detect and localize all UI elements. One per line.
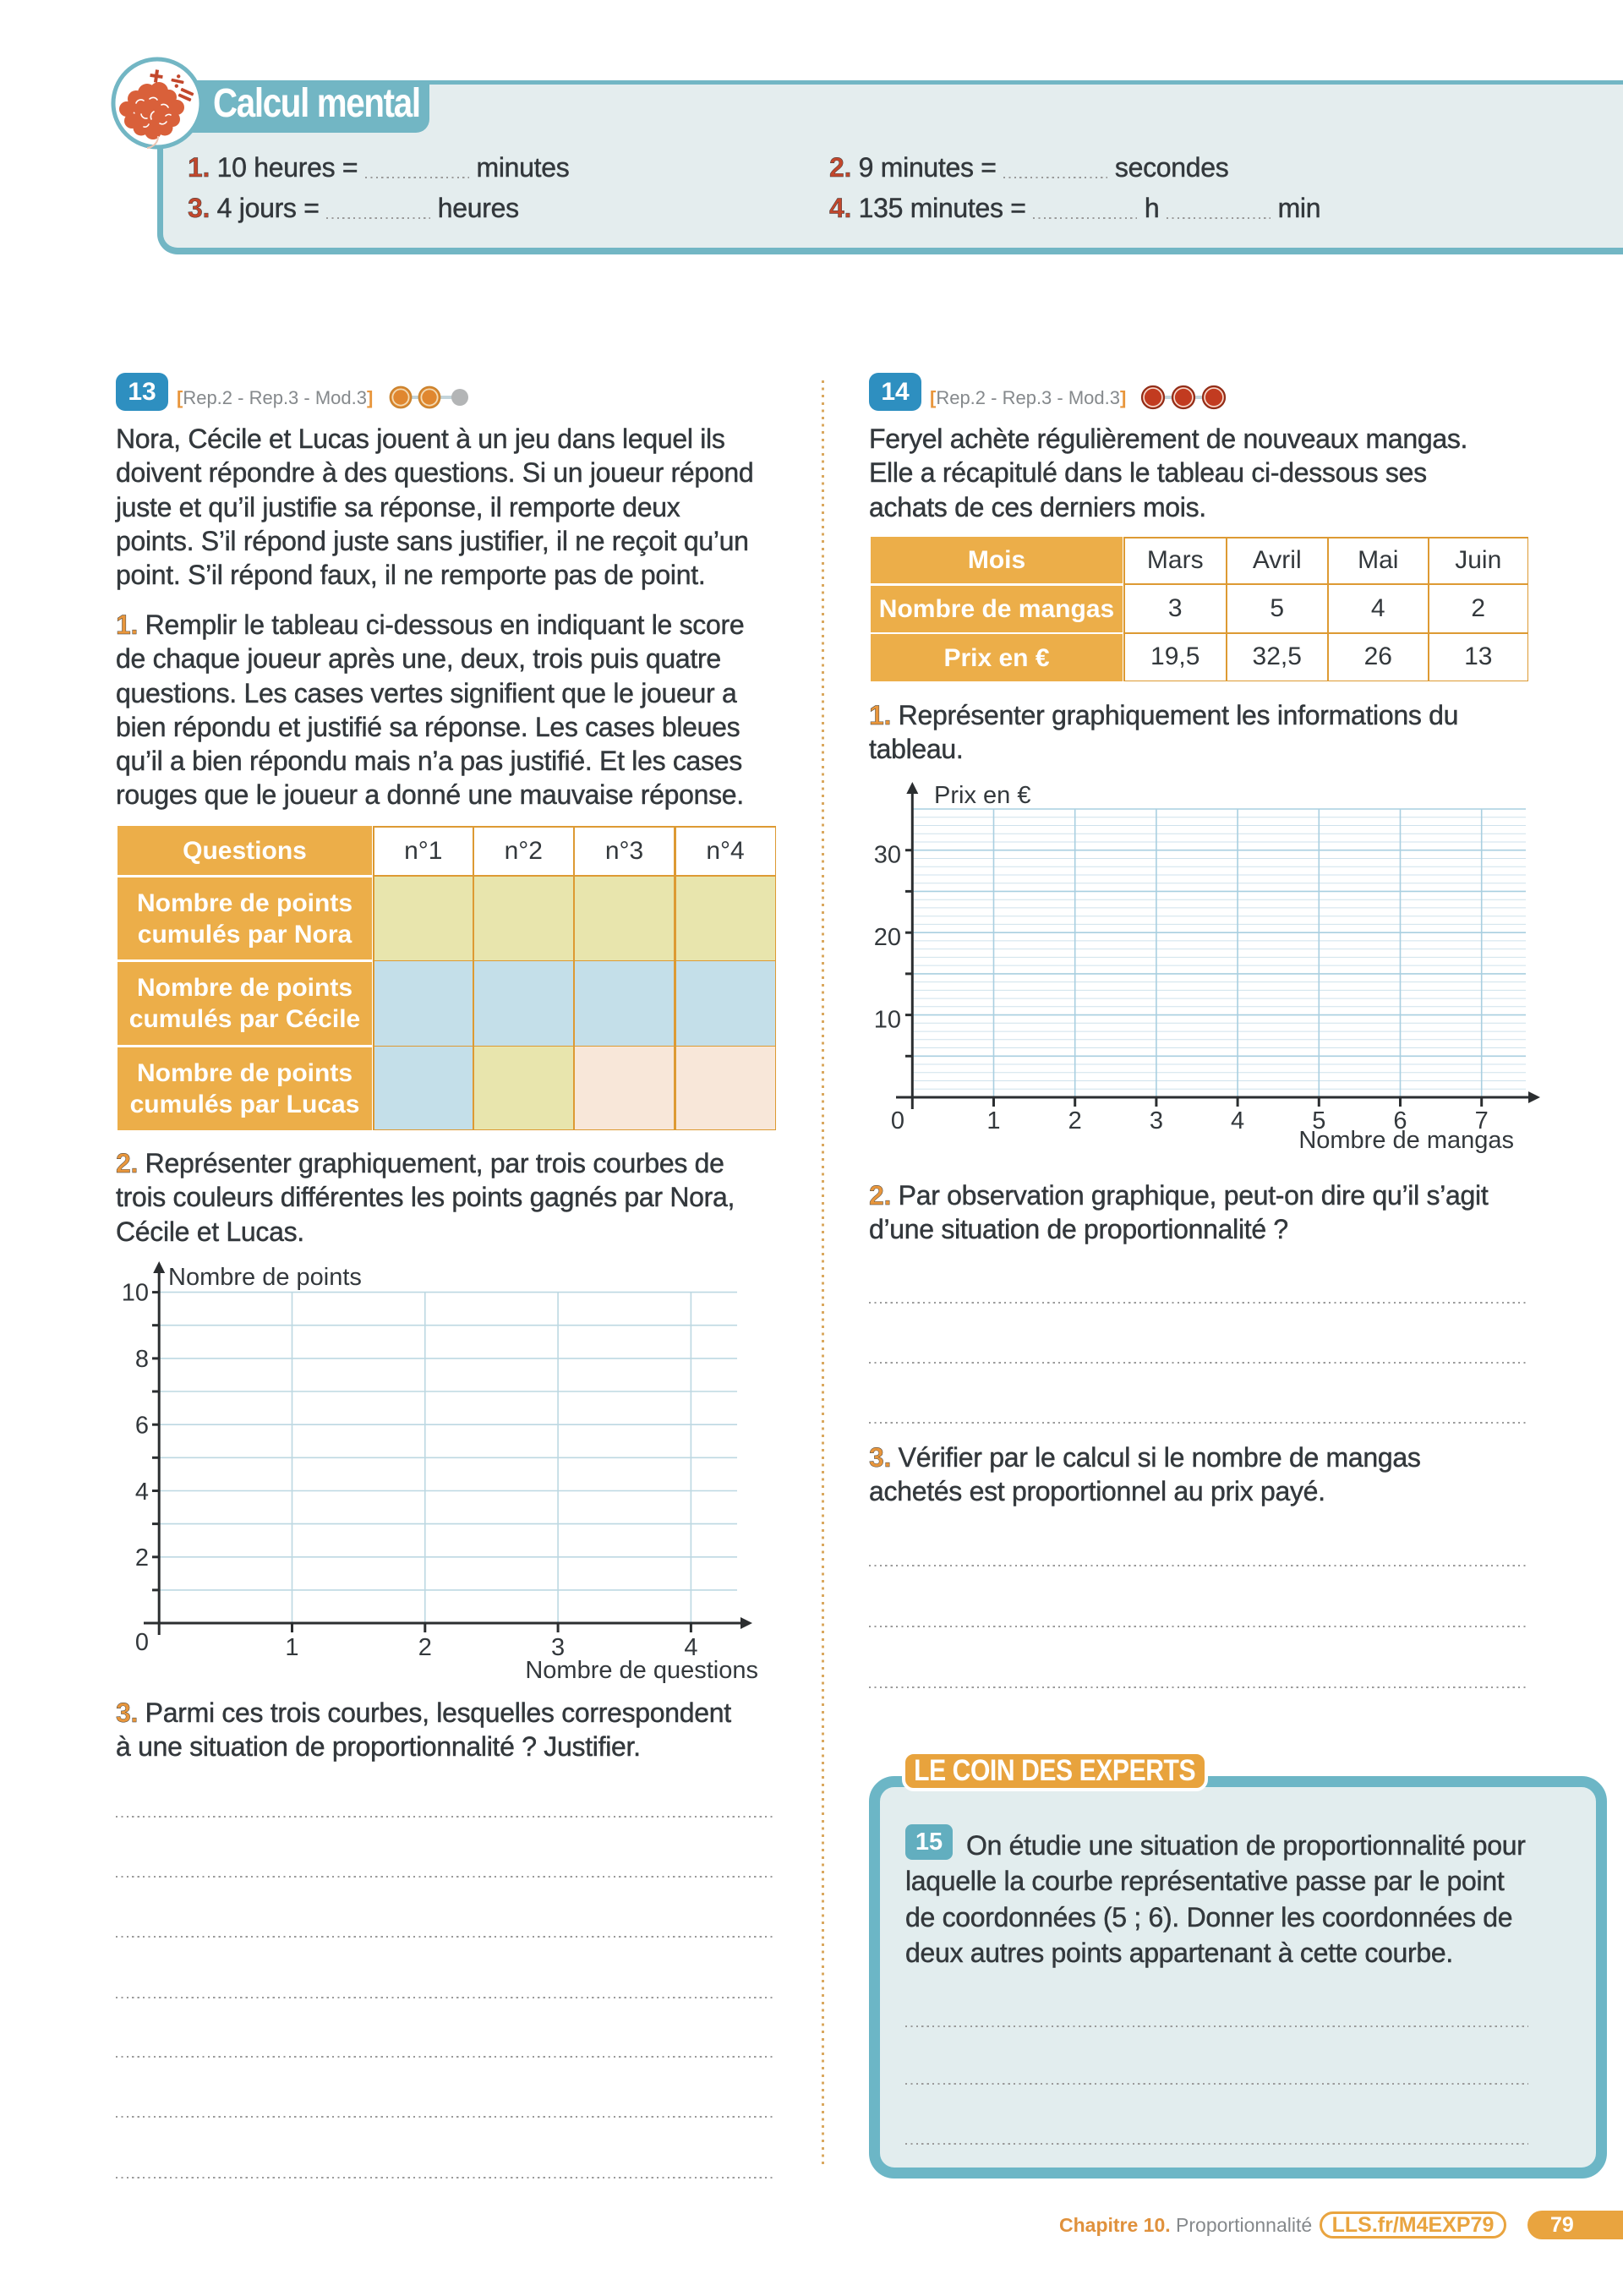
svg-text:2: 2 [135,1544,149,1572]
svg-text:0: 0 [891,1107,904,1134]
svg-text:10: 10 [122,1280,149,1307]
svg-text:Nombre de mangas: Nombre de mangas [1298,1127,1514,1154]
svg-text:2: 2 [1068,1107,1082,1134]
svg-text:1: 1 [285,1634,298,1661]
svg-text:4: 4 [1231,1107,1244,1134]
svg-text:0: 0 [135,1629,149,1656]
svg-text:4: 4 [135,1479,149,1506]
svg-text:4: 4 [684,1634,697,1661]
svg-text:10: 10 [874,1006,901,1033]
svg-text:Nombre de questions: Nombre de questions [525,1657,758,1684]
svg-text:8: 8 [135,1346,149,1373]
svg-text:Nombre de points: Nombre de points [168,1264,362,1291]
svg-text:3: 3 [551,1634,565,1661]
svg-text:3: 3 [1150,1107,1163,1134]
svg-text:30: 30 [874,842,901,869]
svg-text:Prix en €: Prix en € [934,782,1030,809]
svg-text:2: 2 [418,1634,432,1661]
svg-text:5: 5 [1312,1107,1325,1134]
svg-text:20: 20 [874,924,901,951]
svg-text:1: 1 [986,1107,1000,1134]
svg-text:6: 6 [1393,1107,1407,1134]
svg-text:7: 7 [1475,1107,1489,1134]
svg-text:6: 6 [135,1413,149,1440]
